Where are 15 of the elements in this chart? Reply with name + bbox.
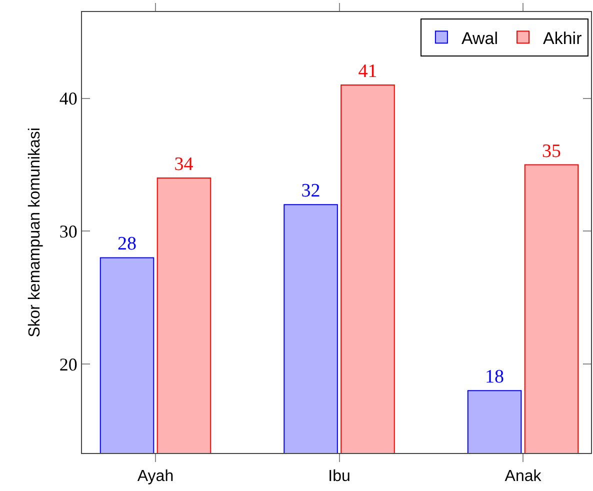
data-label: 41 [358,61,378,82]
data-label: 28 [118,234,137,255]
x-tick-label: Ayah [137,468,174,486]
y-tick-label: 20 [59,354,78,374]
x-tick-label: Anak [504,468,542,486]
x-tick-label: Ibu [328,468,350,486]
data-label: 18 [485,366,504,388]
legend-label: Akhir [543,28,582,48]
y-tick-label: 30 [59,221,78,242]
legend-label: Awal [461,28,498,48]
y-axis-title: Skor kemampuan komunikasi [26,128,44,338]
data-label: 34 [174,154,194,176]
data-label: 35 [542,140,561,162]
y-tick-label: 40 [59,88,78,109]
data-label: 32 [301,180,320,202]
